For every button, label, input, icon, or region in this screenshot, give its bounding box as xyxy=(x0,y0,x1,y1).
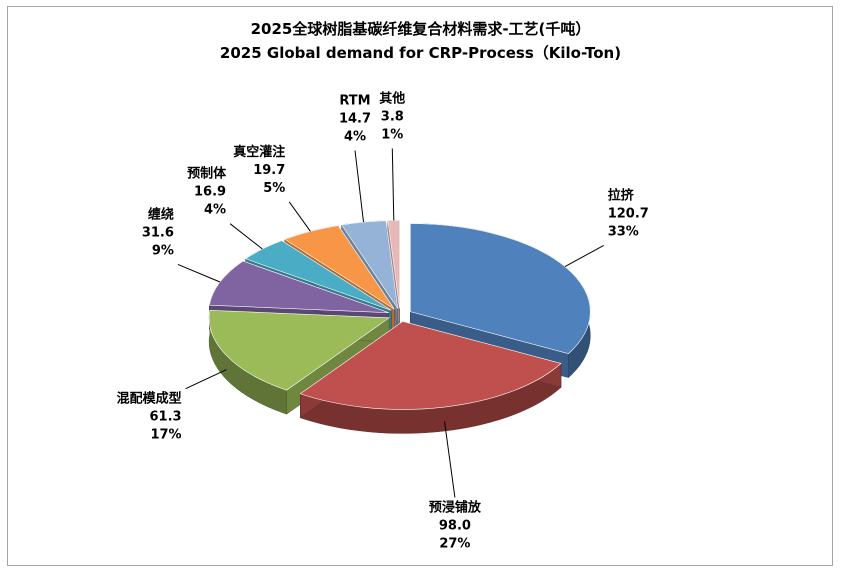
data-label-name-1: 预浸铺放 xyxy=(429,499,482,515)
data-label-percent-4: 4% xyxy=(204,203,226,218)
data-label-percent-3: 9% xyxy=(152,243,174,258)
data-label-value-1: 98.0 xyxy=(439,518,471,533)
data-label-percent-2: 17% xyxy=(150,428,181,443)
data-label-value-7: 3.8 xyxy=(381,110,404,125)
chart-subtitle: 2025 Global demand for CRP-Process（Kilo-… xyxy=(219,44,622,62)
leader-line-2 xyxy=(185,369,227,390)
data-label-percent-0: 33% xyxy=(608,224,639,239)
leader-line-1 xyxy=(444,421,456,498)
pie-slice-预浸铺放 xyxy=(299,321,562,410)
pie-slice-rtm xyxy=(341,220,399,309)
pie-slice-拉挤 xyxy=(410,223,591,354)
chart-title: 2025全球树脂基碳纤维复合材料需求-工艺(千吨） xyxy=(250,20,591,38)
data-label-value-2: 61.3 xyxy=(150,410,182,425)
leader-line-5 xyxy=(288,201,311,232)
data-label-value-5: 19.7 xyxy=(253,163,285,178)
data-label-percent-1: 27% xyxy=(439,536,470,551)
leader-line-4 xyxy=(229,223,263,250)
data-label-name-5: 真空灌注 xyxy=(233,144,285,160)
leader-line-6 xyxy=(354,150,364,223)
data-label-name-6: RTM xyxy=(339,94,370,109)
data-label-value-4: 16.9 xyxy=(194,185,226,200)
data-label-percent-7: 1% xyxy=(381,128,403,143)
pie-slice-真空灌注 xyxy=(284,225,395,310)
data-label-name-2: 混配模成型 xyxy=(117,391,182,407)
data-label-name-0: 拉挤 xyxy=(608,187,635,203)
pie-slice-混配模成型 xyxy=(208,310,391,391)
pie-slice-缠绕 xyxy=(209,260,389,313)
data-label-name-3: 缠绕 xyxy=(148,206,174,222)
data-label-value-6: 14.7 xyxy=(339,112,371,127)
leader-line-0 xyxy=(564,244,604,268)
data-label-value-0: 120.7 xyxy=(608,206,649,221)
data-label-name-7: 其他 xyxy=(379,91,405,107)
leader-line-3 xyxy=(177,263,221,283)
data-label-name-4: 预制体 xyxy=(187,166,227,182)
data-label-value-3: 31.6 xyxy=(142,225,174,240)
pie-slice-预制体 xyxy=(244,240,392,311)
data-label-percent-6: 4% xyxy=(344,130,366,145)
leader-line-7 xyxy=(391,148,395,221)
data-label-percent-5: 5% xyxy=(263,181,285,196)
